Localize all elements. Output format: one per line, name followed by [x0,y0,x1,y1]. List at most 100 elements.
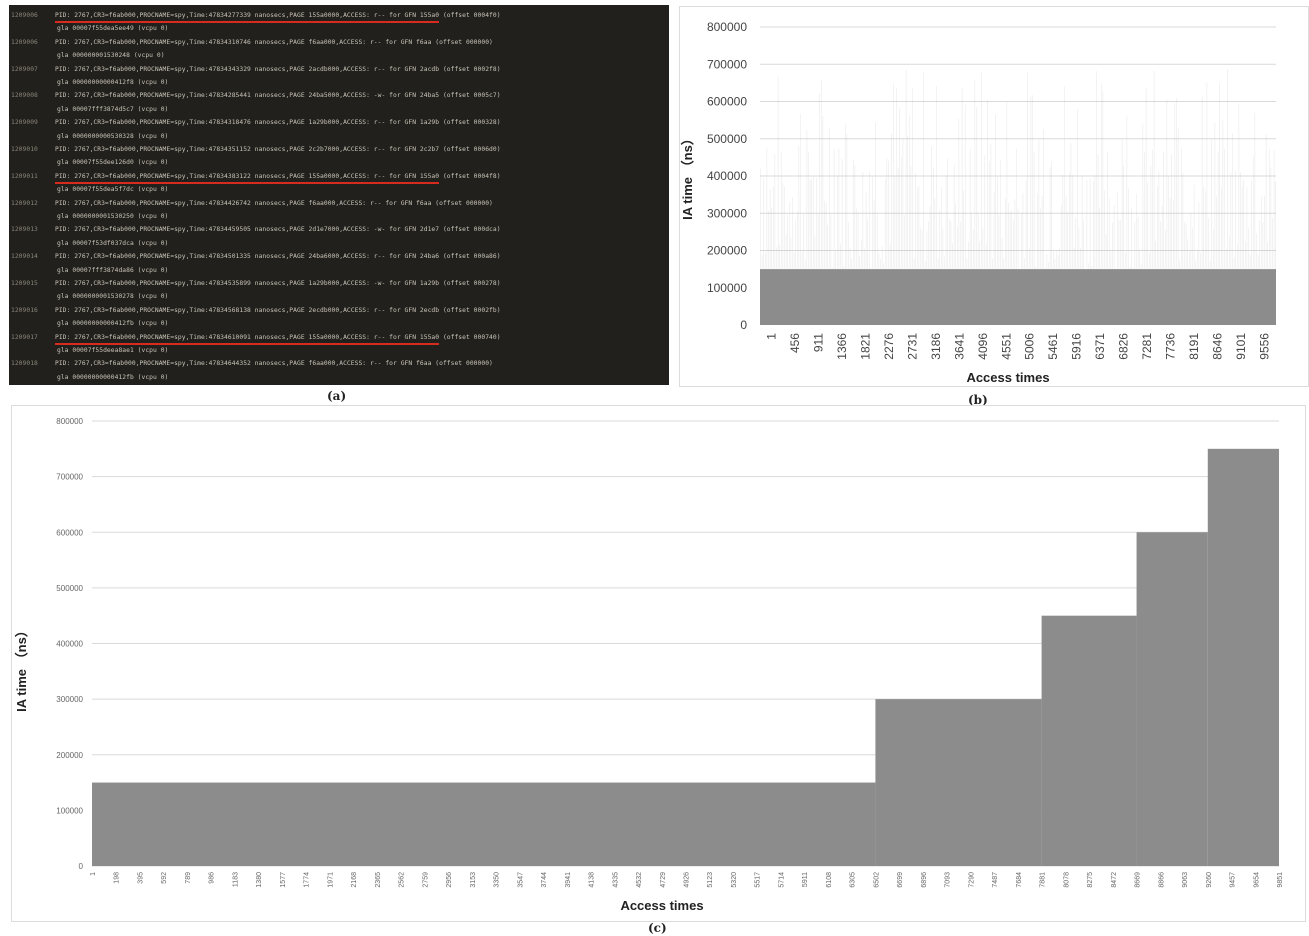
log-line-continuation: gla 00007f55deea8ae1 (vcpu 0) [11,347,168,354]
y-tick-label: 100000 [707,281,747,295]
x-tick-label: 8191 [1187,333,1201,360]
log-line: 1209017 PID: 2767,CR3=f6ab000,PROCNAME=sp… [11,334,501,341]
x-tick-label: 3186 [929,333,943,360]
log-line: 1209006 PID: 2767,CR3=f6ab000,PROCNAME=sp… [11,12,501,19]
log-line-continuation: gla 000000001530248 (vcpu 0) [11,52,165,59]
x-tick-label: 5517 [755,872,762,888]
log-line-gla: gla 0000000001530278 (vcpu 0) [57,293,169,301]
x-tick-label: 5461 [1046,333,1060,360]
log-line-continuation: gla 0000000001530250 (vcpu 0) [11,213,168,220]
x-tick-label: 4551 [999,333,1013,360]
chart-b-panel: 0 100000 200000 300000 400000 500000 600000 700… [679,6,1309,387]
log-line-continuation: gla 0000000001530278 (vcpu 0) [11,293,168,300]
x-tick-label: 198 [114,872,121,884]
y-tick-label: 200000 [707,244,747,258]
log-line-gla: gla 0000000000530328 (vcpu 0) [57,132,169,140]
log-line-gla: gla 00007fff3874da86 (vcpu 0) [57,266,169,274]
x-tick-label: 5006 [1023,333,1037,360]
x-tick-label: 2759 [422,872,429,888]
x-tick-label: 592 [161,872,168,884]
x-tick-label: 1380 [256,872,263,888]
log-line: 1209015 PID: 2767,CR3=f6ab000,PROCNAME=sp… [11,280,501,287]
y-tick-label: 700000 [707,57,747,71]
x-tick-label: 8472 [1111,872,1118,888]
caption-b: (b) [968,393,988,407]
log-line-text: PID: 2767,CR3=f6ab000,PROCNAME=spy,Time:… [55,172,501,180]
x-tick-label: 2956 [446,872,453,888]
x-tick-label: 7487 [992,872,999,888]
log-line-gla: gla 00000000000412f8 (vcpu 0) [57,79,169,86]
x-tick-label: 2562 [399,872,406,888]
x-tick-label: 8275 [1087,872,1094,888]
log-line-text: PID: 2767,CR3=f6ab000,PROCNAME=spy,Time:… [55,12,501,19]
log-line-number: 1209018 [11,360,38,368]
y-tick-label: 200000 [56,751,83,760]
y-tick-label: 500000 [56,584,83,593]
log-line-number: 1209010 [11,146,38,153]
log-line: 1209010 PID: 2767,CR3=f6ab000,PROCNAME=sp… [11,146,501,153]
log-line-gla: gla 0000000001530250 (vcpu 0) [57,213,169,220]
x-tick-label: 7093 [945,872,952,888]
x-tick-label: 4335 [612,872,619,888]
log-line-text: PID: 2767,CR3=f6ab000,PROCNAME=spy,Time:… [55,38,493,46]
x-tick-label: 9654 [1253,872,1260,888]
highlight-underline [55,21,439,23]
log-line-gla: gla 00007f55dea5f7dc (vcpu 0) [57,186,169,194]
step-bar [875,699,1042,866]
log-line-number: 1209006 [11,12,38,19]
log-line: 1209006 PID: 2767,CR3=f6ab000,PROCNAME=sp… [11,39,493,46]
log-line-text: PID: 2767,CR3=f6ab000,PROCNAME=spy,Time:… [55,119,501,127]
chart-b: 0 100000 200000 300000 400000 500000 600000 700… [680,20,1276,385]
x-tick-label: 2365 [375,872,382,888]
x-tick-label: 2276 [882,333,896,360]
caption-c: (c) [648,921,667,935]
log-line-number: 1209011 [11,172,38,180]
x-tick-label: 395 [137,872,144,884]
log-line-continuation: gla 00007f53df037dca (vcpu 0) [11,240,168,247]
x-tick-label: 9851 [1277,872,1284,888]
log-line-continuation: gla 00007f55dee126d0 (vcpu 0) [11,159,168,166]
highlight-underline [55,181,439,184]
x-tick-label: 9063 [1182,872,1189,888]
x-tick-label: 1 [765,333,779,340]
x-tick-label: 6371 [1093,333,1107,360]
x-tick-label: 3941 [565,872,572,888]
log-line-text: PID: 2767,CR3=f6ab000,PROCNAME=spy,Time:… [55,333,501,341]
x-tick-label: 4532 [636,872,643,888]
log-line: 1209016 PID: 2767,CR3=f6ab000,PROCNAME=sp… [11,307,501,314]
x-tick-label: 1821 [859,333,873,360]
log-line-continuation: gla 00000000000412fb (vcpu 0) [11,374,168,381]
x-tick-label: 9457 [1230,872,1237,888]
x-tick-label: 4926 [684,872,691,888]
x-tick-label: 8078 [1063,872,1070,888]
y-tick-label: 0 [740,318,747,332]
step-bar [1041,615,1137,866]
chart-c-panel: 0 100000 200000 300000 400000 500000 600000 700… [11,405,1306,922]
log-line-gla: gla 00000000000412fb (vcpu 0) [57,320,169,328]
x-axis-label: Access times [966,370,1049,385]
y-axis-label: IA time （ns） [14,624,29,712]
x-tick-label: 7290 [968,872,975,888]
x-tick-label: 4138 [589,872,596,888]
caption-a: (a) [327,389,347,403]
log-line-gla: gla 000000001530248 (vcpu 0) [57,52,165,60]
log-line: 1209009 PID: 2767,CR3=f6ab000,PROCNAME=sp… [11,119,501,126]
x-tick-label: 1183 [232,872,239,887]
x-tick-label: 6305 [850,872,857,888]
x-tick-label: 3744 [541,872,548,888]
x-tick-label: 5714 [778,872,785,888]
log-line-text: PID: 2767,CR3=f6ab000,PROCNAME=spy,Time:… [55,360,493,368]
log-line: 1209012 PID: 2767,CR3=f6ab000,PROCNAME=sp… [11,200,493,207]
x-tick-label: 6699 [897,872,904,888]
log-line: 1209018 PID: 2767,CR3=f6ab000,PROCNAME=sp… [11,360,493,367]
x-tick-label: 3350 [494,872,501,888]
y-tick-label: 300000 [56,695,83,704]
log-line-gla: gla 00000000000412fb (vcpu 0) [57,373,169,381]
x-tick-label: 4729 [660,872,667,888]
x-tick-label: 7736 [1163,333,1177,360]
log-line-continuation: gla 00007fff3874da86 (vcpu 0) [11,267,168,274]
x-tick-label: 5123 [707,872,714,888]
log-line-text: PID: 2767,CR3=f6ab000,PROCNAME=spy,Time:… [55,306,501,314]
log-line-number: 1209013 [11,226,38,234]
log-line-gla: gla 00007fff3874d5c7 (vcpu 0) [57,105,169,113]
